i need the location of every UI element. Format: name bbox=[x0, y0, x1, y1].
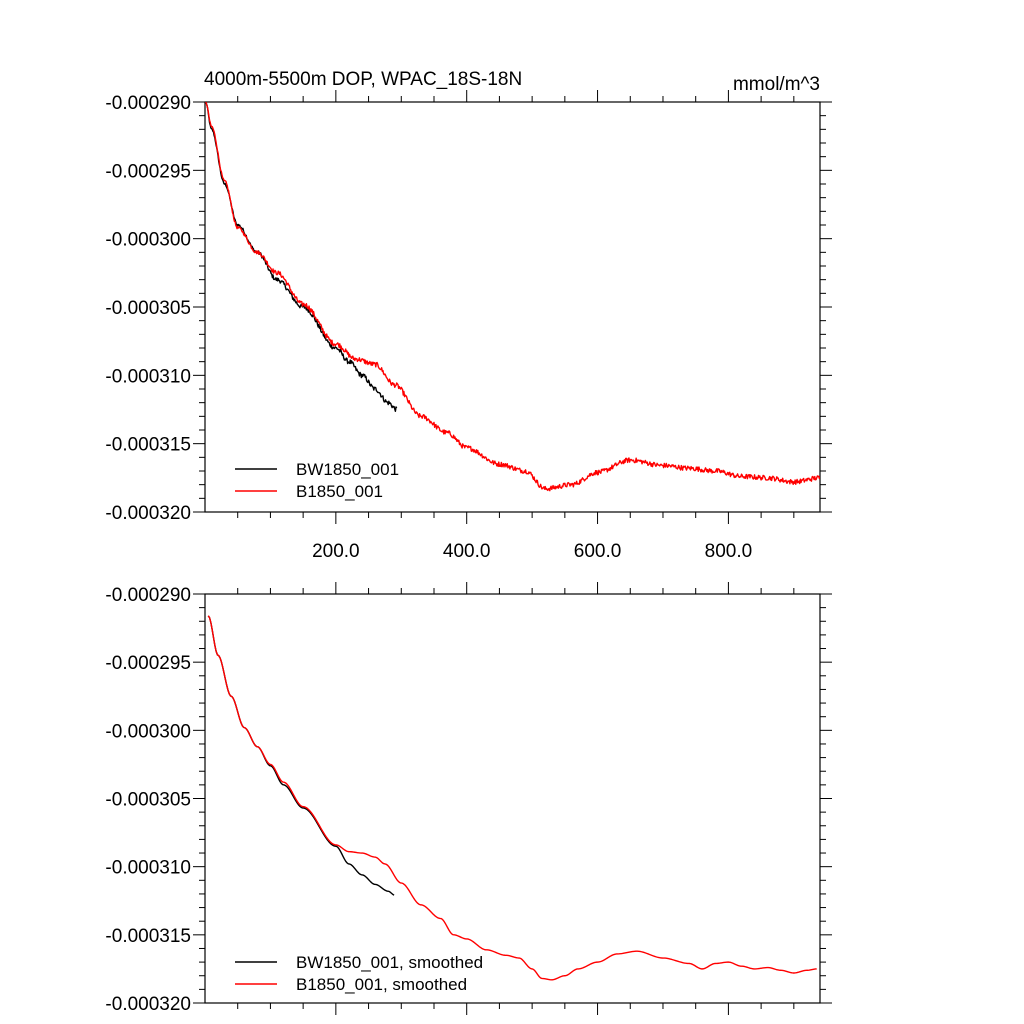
y-tick-label: -0.000305 bbox=[105, 298, 191, 319]
chart-title: 4000m-5500m DOP, WPAC_18S-18N bbox=[204, 69, 522, 90]
chart-units: mmol/m^3 bbox=[733, 74, 820, 95]
y-tick-label: -0.000295 bbox=[105, 653, 191, 674]
y-tick-label: -0.000305 bbox=[105, 790, 191, 811]
y-tick-label: -0.000315 bbox=[105, 435, 191, 456]
y-tick-label: -0.000300 bbox=[105, 230, 191, 251]
series-line-bw1850-001 bbox=[205, 102, 398, 413]
plot-frame bbox=[204, 101, 821, 513]
legend-label: B1850_001 bbox=[296, 482, 383, 501]
x-tick-label: 600.0 bbox=[574, 541, 622, 562]
y-tick-label: -0.000300 bbox=[105, 721, 191, 742]
series-line-b1850-001 bbox=[205, 102, 820, 492]
y-tick-label: -0.000310 bbox=[105, 366, 191, 387]
y-tick-label: -0.000320 bbox=[105, 994, 191, 1015]
x-tick-label: 200.0 bbox=[312, 541, 360, 562]
y-tick-label: -0.000310 bbox=[105, 858, 191, 879]
legend-label: B1850_001, smoothed bbox=[296, 975, 467, 994]
series-line-bw1850-001-smoothed bbox=[207, 615, 395, 896]
legend-label: BW1850_001, smoothed bbox=[296, 953, 483, 972]
series-line-b1850-001-smoothed bbox=[207, 615, 817, 981]
y-tick-label: -0.000295 bbox=[105, 161, 191, 182]
legend-label: BW1850_001 bbox=[296, 460, 399, 479]
panel-bottom: -0.000290 -0.000295 -0.000300 -0.000305 -0.0… bbox=[105, 582, 832, 1015]
panel-top: 4000m-5500m DOP, WPAC_18S-18N mmol/m^3 -… bbox=[105, 69, 832, 562]
y-tick-label: -0.000290 bbox=[105, 93, 191, 114]
y-tick-label: -0.000320 bbox=[105, 503, 191, 524]
x-tick-label: 400.0 bbox=[443, 541, 491, 562]
y-tick-label: -0.000315 bbox=[105, 926, 191, 947]
plot-frame bbox=[204, 593, 821, 1004]
x-tick-label: 800.0 bbox=[705, 541, 753, 562]
y-tick-label: -0.000290 bbox=[105, 585, 191, 606]
